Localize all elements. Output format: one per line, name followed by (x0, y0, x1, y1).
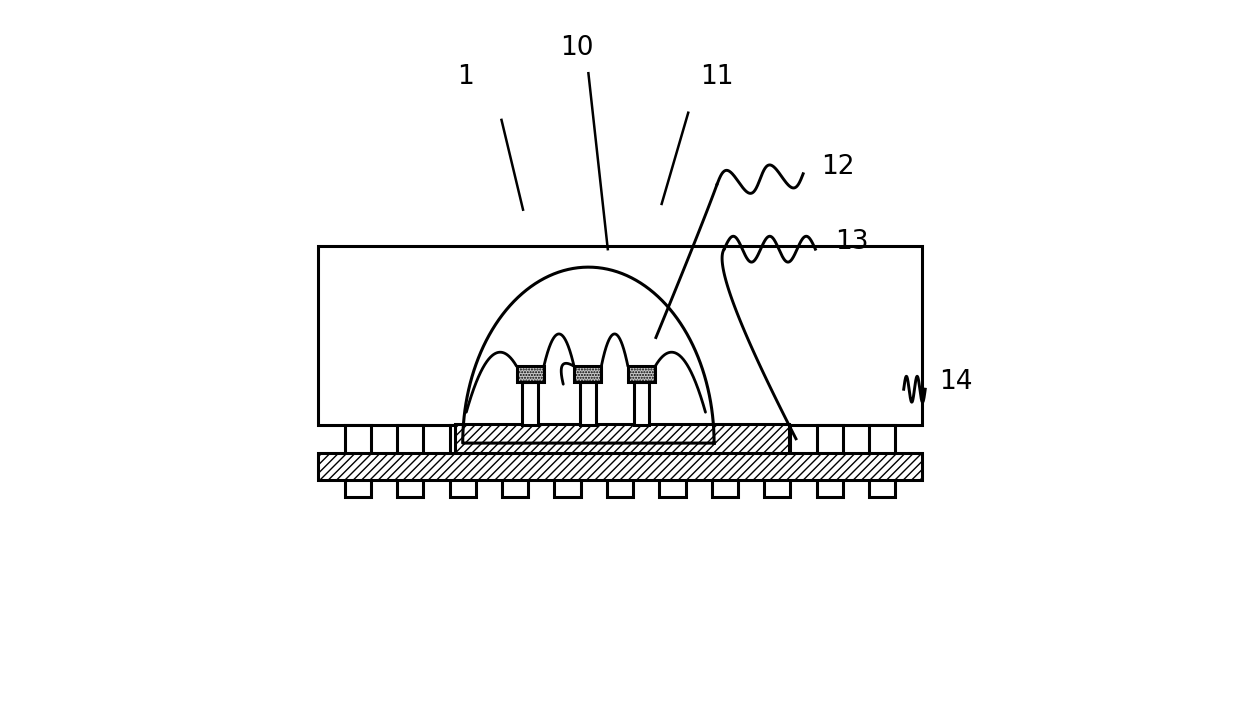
Bar (817, 425, 843, 497)
Text: 13: 13 (836, 229, 869, 255)
Text: 11: 11 (701, 63, 734, 90)
Bar (712, 425, 738, 497)
Bar (517, 366, 544, 382)
Bar (502, 425, 528, 497)
Bar (455, 424, 789, 454)
Bar (554, 425, 580, 497)
Bar (319, 246, 921, 425)
Text: 10: 10 (560, 35, 594, 61)
Bar (627, 366, 655, 382)
Bar (660, 425, 686, 497)
Text: 1: 1 (458, 63, 474, 90)
Bar (319, 454, 921, 480)
Bar (522, 382, 538, 425)
Bar (580, 382, 595, 425)
Text: 12: 12 (821, 154, 854, 180)
Bar (869, 425, 895, 497)
Bar (574, 366, 601, 382)
Bar (397, 425, 423, 497)
Bar (345, 425, 371, 497)
Bar (450, 425, 476, 497)
Bar (634, 382, 650, 425)
Bar (764, 425, 790, 497)
Text: 14: 14 (940, 369, 973, 395)
Bar (606, 425, 634, 497)
